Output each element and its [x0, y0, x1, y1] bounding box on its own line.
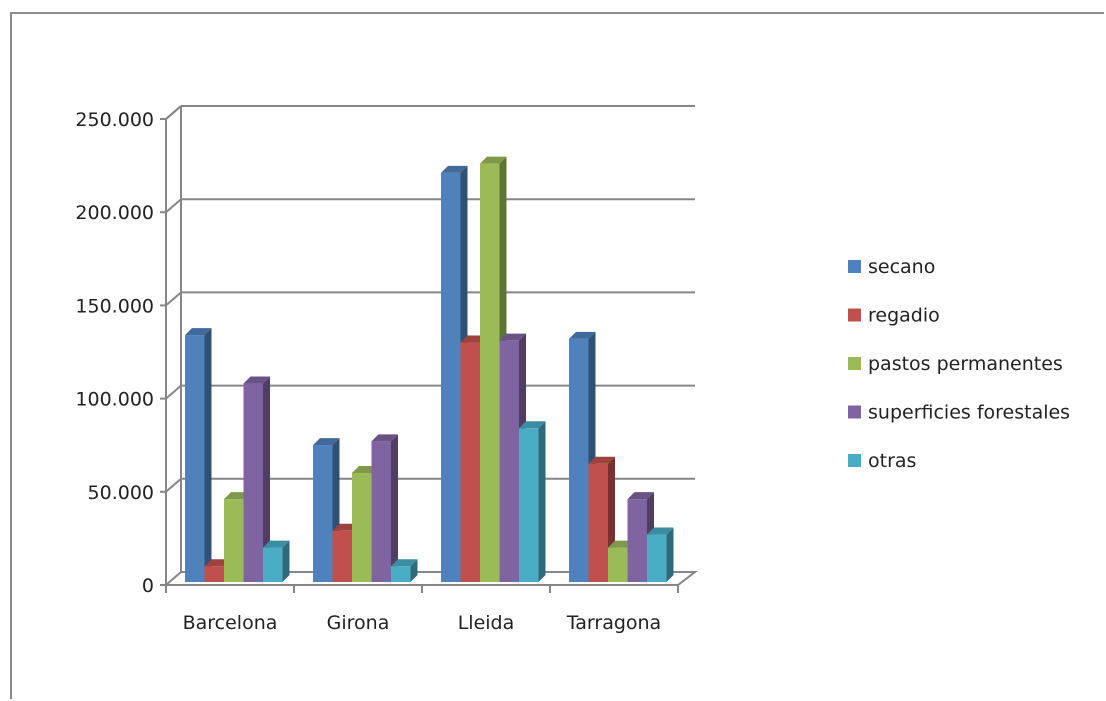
y-tick-label: 50.000	[88, 482, 154, 504]
bar-front	[313, 445, 333, 582]
bar-front	[480, 163, 500, 582]
bar-top	[519, 421, 546, 429]
bar-front	[627, 499, 647, 582]
y-tick-label: 100.000	[75, 389, 154, 411]
legend-label: superficies forestales	[868, 402, 1070, 424]
y-tick-labels: 0 50.000 100.000 150.000 200.000 250.000	[75, 109, 154, 597]
bar-front	[224, 499, 244, 582]
y-tick-label: 200.000	[75, 202, 154, 224]
bar-side	[538, 421, 546, 582]
legend-swatch	[848, 405, 861, 419]
legend-entry: superficies forestales	[848, 402, 1070, 424]
legend-label: secano	[868, 256, 935, 278]
bar-front	[647, 534, 667, 582]
legend-label: regadio	[868, 305, 940, 327]
floor	[163, 571, 698, 586]
legend-swatch	[848, 308, 861, 322]
bar-top	[185, 328, 212, 336]
legend-label: pastos permanentes	[868, 353, 1063, 375]
bars	[185, 156, 674, 583]
chart-frame	[10, 12, 1104, 699]
legend-label: otras	[868, 450, 916, 472]
bar	[519, 421, 546, 582]
legend-swatch	[848, 454, 861, 467]
axes	[160, 105, 698, 593]
legend: secano regadio pastos permanentes superfici…	[848, 256, 1070, 472]
bar-top	[627, 492, 654, 500]
bar-top	[480, 156, 507, 164]
bar-side	[204, 328, 212, 582]
bar-front	[460, 342, 480, 582]
bar-front	[204, 566, 224, 582]
side-gridline	[165, 478, 182, 493]
bar-side	[391, 434, 398, 582]
bar-front	[499, 340, 519, 582]
legend-swatch	[848, 357, 861, 370]
y-tick-label: 0	[142, 575, 154, 597]
side-gridline	[165, 384, 182, 400]
bar	[185, 328, 212, 582]
bar	[371, 434, 398, 582]
bar	[263, 540, 290, 582]
bar-front	[608, 547, 628, 582]
bar-top	[569, 331, 596, 339]
bar-top	[263, 540, 290, 548]
bar-side	[666, 527, 674, 582]
bar-side	[410, 559, 418, 582]
side-top-edge	[165, 105, 182, 120]
bar-side	[263, 376, 270, 582]
bar-front	[441, 172, 461, 583]
bar	[647, 527, 674, 582]
bar-top	[371, 434, 398, 442]
side-gridline	[165, 198, 182, 213]
x-tick-labels: Barcelona Girona Lleida Tarragona	[183, 612, 662, 634]
legend-swatch	[848, 260, 861, 273]
bar-top	[499, 333, 526, 341]
x-tick-label: Lleida	[458, 612, 515, 634]
bar-front	[185, 335, 205, 582]
bar-top	[391, 559, 418, 567]
bar-front	[352, 473, 372, 582]
legend-entry: secano	[848, 256, 935, 278]
y-tick-label: 150.000	[75, 295, 154, 317]
x-tick-label: Tarragona	[566, 612, 661, 634]
bar-front	[243, 383, 263, 582]
bar-front	[263, 547, 283, 582]
bar-top	[588, 456, 615, 464]
side-gridline	[165, 291, 182, 307]
y-tick-label: 250.000	[75, 109, 154, 131]
bar-front	[371, 441, 391, 582]
bar-front	[588, 463, 608, 582]
x-tick-label: Barcelona	[183, 612, 278, 634]
x-tick-label: Girona	[327, 612, 390, 634]
bar-top	[441, 165, 468, 173]
bar-top	[243, 376, 270, 384]
bar-top	[313, 438, 340, 446]
bar-front	[391, 566, 411, 582]
bar-front	[519, 428, 539, 582]
legend-entry: regadio	[848, 305, 940, 327]
bar-top	[647, 527, 674, 535]
bar-front	[569, 338, 589, 582]
bar-front	[332, 530, 352, 582]
legend-entry: pastos permanentes	[848, 353, 1063, 375]
bar-side	[282, 540, 290, 582]
bar	[391, 559, 418, 582]
legend-entry: otras	[848, 450, 916, 472]
bar	[243, 376, 270, 582]
